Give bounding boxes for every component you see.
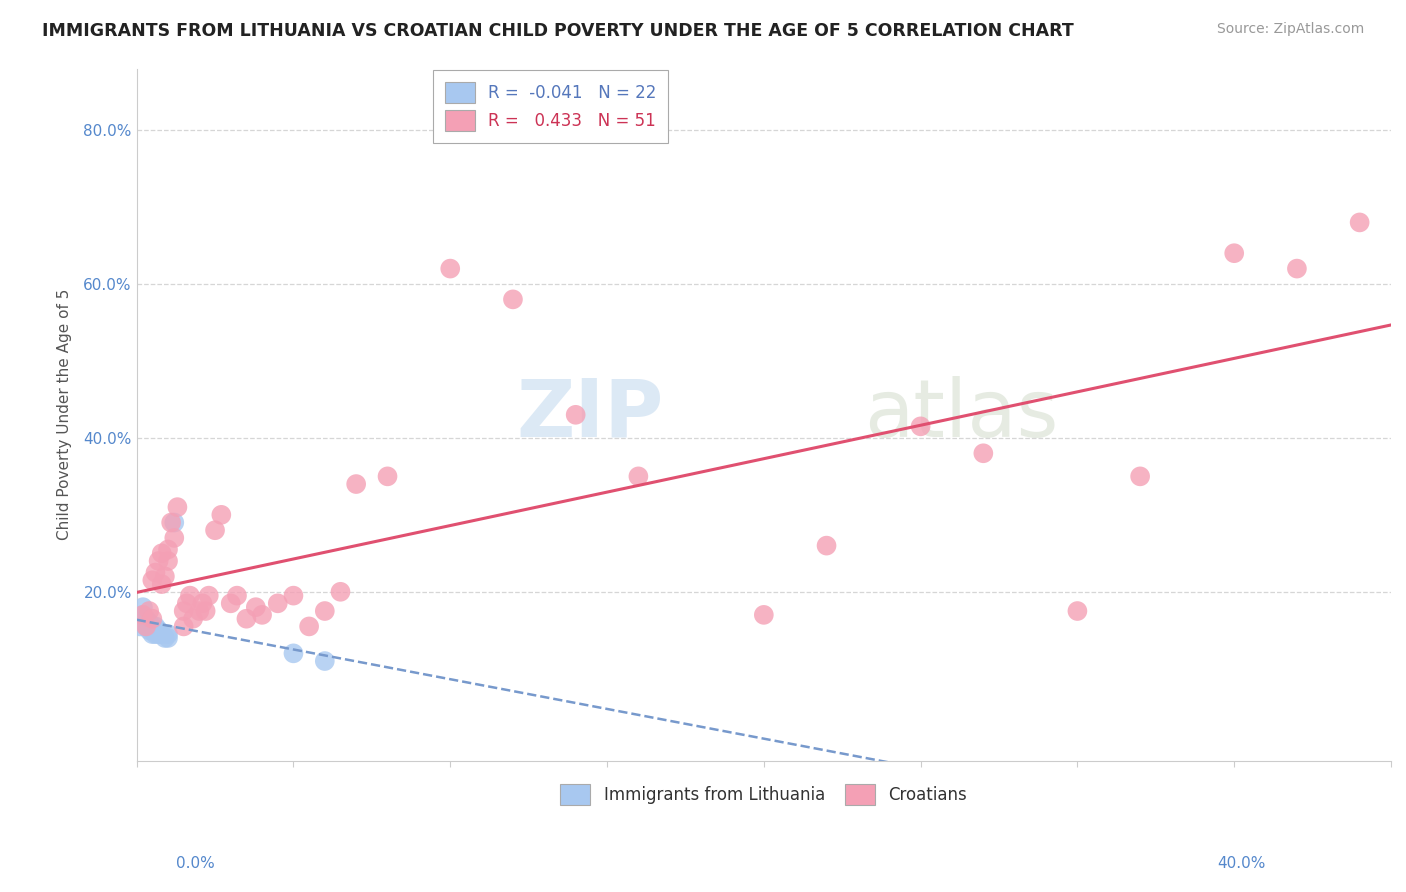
Point [204, 523, 226, 537]
Point [181, 612, 204, 626]
Text: 0.0%: 0.0% [176, 856, 215, 871]
Point [135, 615, 157, 630]
Point [439, 261, 461, 276]
Point [141, 624, 163, 638]
Point [283, 646, 305, 660]
Point [138, 619, 160, 633]
Point [132, 607, 155, 622]
Text: Source: ZipAtlas.com: Source: ZipAtlas.com [1216, 22, 1364, 37]
Point [1066, 604, 1088, 618]
Point [145, 627, 167, 641]
Point [135, 619, 157, 633]
Point [128, 619, 150, 633]
Point [141, 612, 163, 626]
Point [298, 619, 321, 633]
Text: 40.0%: 40.0% [1218, 856, 1265, 871]
Point [502, 293, 524, 307]
Point [141, 627, 163, 641]
Point [344, 477, 367, 491]
Point [173, 619, 195, 633]
Point [283, 589, 305, 603]
Point [153, 569, 176, 583]
Point [627, 469, 650, 483]
Point [1223, 246, 1246, 260]
Point [226, 589, 249, 603]
Point [166, 500, 188, 515]
Point [163, 516, 186, 530]
Point [153, 631, 176, 645]
Point [329, 584, 352, 599]
Point [148, 624, 170, 638]
Point [219, 596, 242, 610]
Point [815, 539, 838, 553]
Point [1348, 215, 1371, 229]
Point [138, 624, 160, 638]
Point [145, 566, 167, 580]
Point [163, 531, 186, 545]
Legend: Immigrants from Lithuania, Croatians: Immigrants from Lithuania, Croatians [551, 773, 977, 815]
Point [132, 600, 155, 615]
Point [1129, 469, 1152, 483]
Point [1285, 261, 1308, 276]
Point [132, 607, 155, 622]
Point [150, 577, 173, 591]
Point [145, 619, 167, 633]
Point [156, 554, 179, 568]
Point [176, 596, 198, 610]
Text: IMMIGRANTS FROM LITHUANIA VS CROATIAN CHILD POVERTY UNDER THE AGE OF 5 CORRELATI: IMMIGRANTS FROM LITHUANIA VS CROATIAN CH… [42, 22, 1074, 40]
Point [156, 627, 179, 641]
Text: atlas: atlas [865, 376, 1059, 454]
Point [314, 654, 336, 668]
Point [191, 596, 214, 610]
Point [194, 604, 217, 618]
Point [245, 600, 267, 615]
Point [910, 419, 932, 434]
Point [250, 607, 273, 622]
Point [148, 554, 170, 568]
Point [235, 612, 257, 626]
Point [173, 604, 195, 618]
Point [138, 615, 160, 630]
Point [267, 596, 290, 610]
Point [209, 508, 232, 522]
Point [197, 589, 219, 603]
Point [972, 446, 994, 460]
Point [752, 607, 775, 622]
Point [377, 469, 399, 483]
Point [135, 619, 157, 633]
Point [179, 589, 201, 603]
Point [135, 612, 157, 626]
Point [314, 604, 336, 618]
Point [150, 627, 173, 641]
Point [138, 604, 160, 618]
Point [148, 627, 170, 641]
Point [564, 408, 586, 422]
Point [160, 516, 183, 530]
Y-axis label: Child Poverty Under the Age of 5: Child Poverty Under the Age of 5 [58, 289, 72, 541]
Point [156, 631, 179, 645]
Point [141, 573, 163, 587]
Point [156, 542, 179, 557]
Point [150, 546, 173, 560]
Text: ZIP: ZIP [516, 376, 664, 454]
Point [188, 604, 211, 618]
